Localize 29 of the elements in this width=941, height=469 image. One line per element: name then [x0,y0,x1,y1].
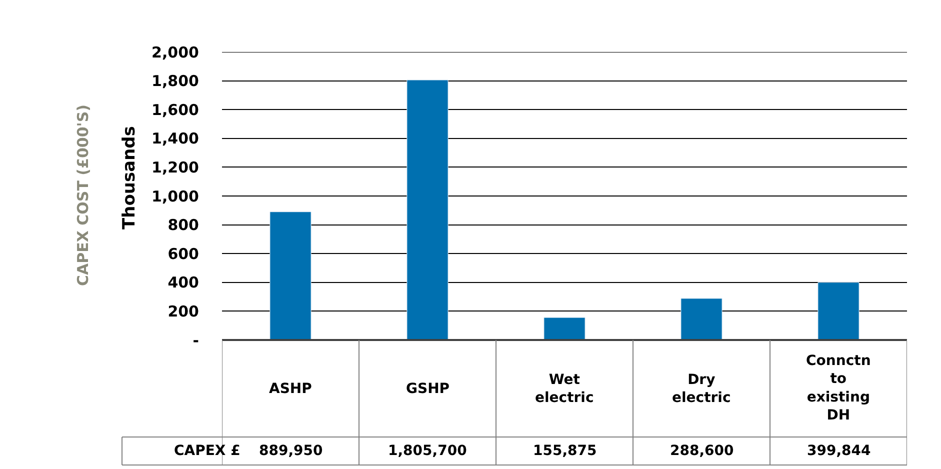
x-tick-label: Wet electric [535,372,594,406]
y-tick-label: 1,000 [152,187,199,206]
text: 889,950 [259,443,324,459]
y-tick-label: 1,400 [152,130,199,148]
bar [680,298,722,340]
text: CAPEX £ [174,443,240,459]
text: 288,600 [670,443,734,459]
text: 399,844 [807,443,872,459]
y-tick-label: 2,000 [152,43,199,62]
bar [270,212,312,340]
y-tick-label: 400 [168,274,199,292]
x-tick-label: GSHP [406,381,450,397]
text: 1,805,700 [388,443,468,459]
bar [406,80,448,340]
text: Thousands [120,126,140,230]
y-tick-label: 800 [168,216,199,234]
bar [818,282,860,340]
y-tick-label: 1,800 [152,72,199,90]
x-tick-label: ASHP [269,381,312,397]
y-tick-label: 600 [168,244,199,263]
bar [544,317,586,340]
text: 155,875 [533,443,597,459]
y-tick-label: - [192,331,199,350]
y-tick-label: 200 [168,302,199,320]
x-tick-label: Dry electric [672,372,731,406]
x-tick-label: Connctn to existing DH [806,353,871,424]
y-tick-label: 1,200 [152,158,199,176]
y-tick-label: 1,600 [152,100,199,119]
y-axis-title: CAPEX COST (£000'S) [74,104,92,286]
